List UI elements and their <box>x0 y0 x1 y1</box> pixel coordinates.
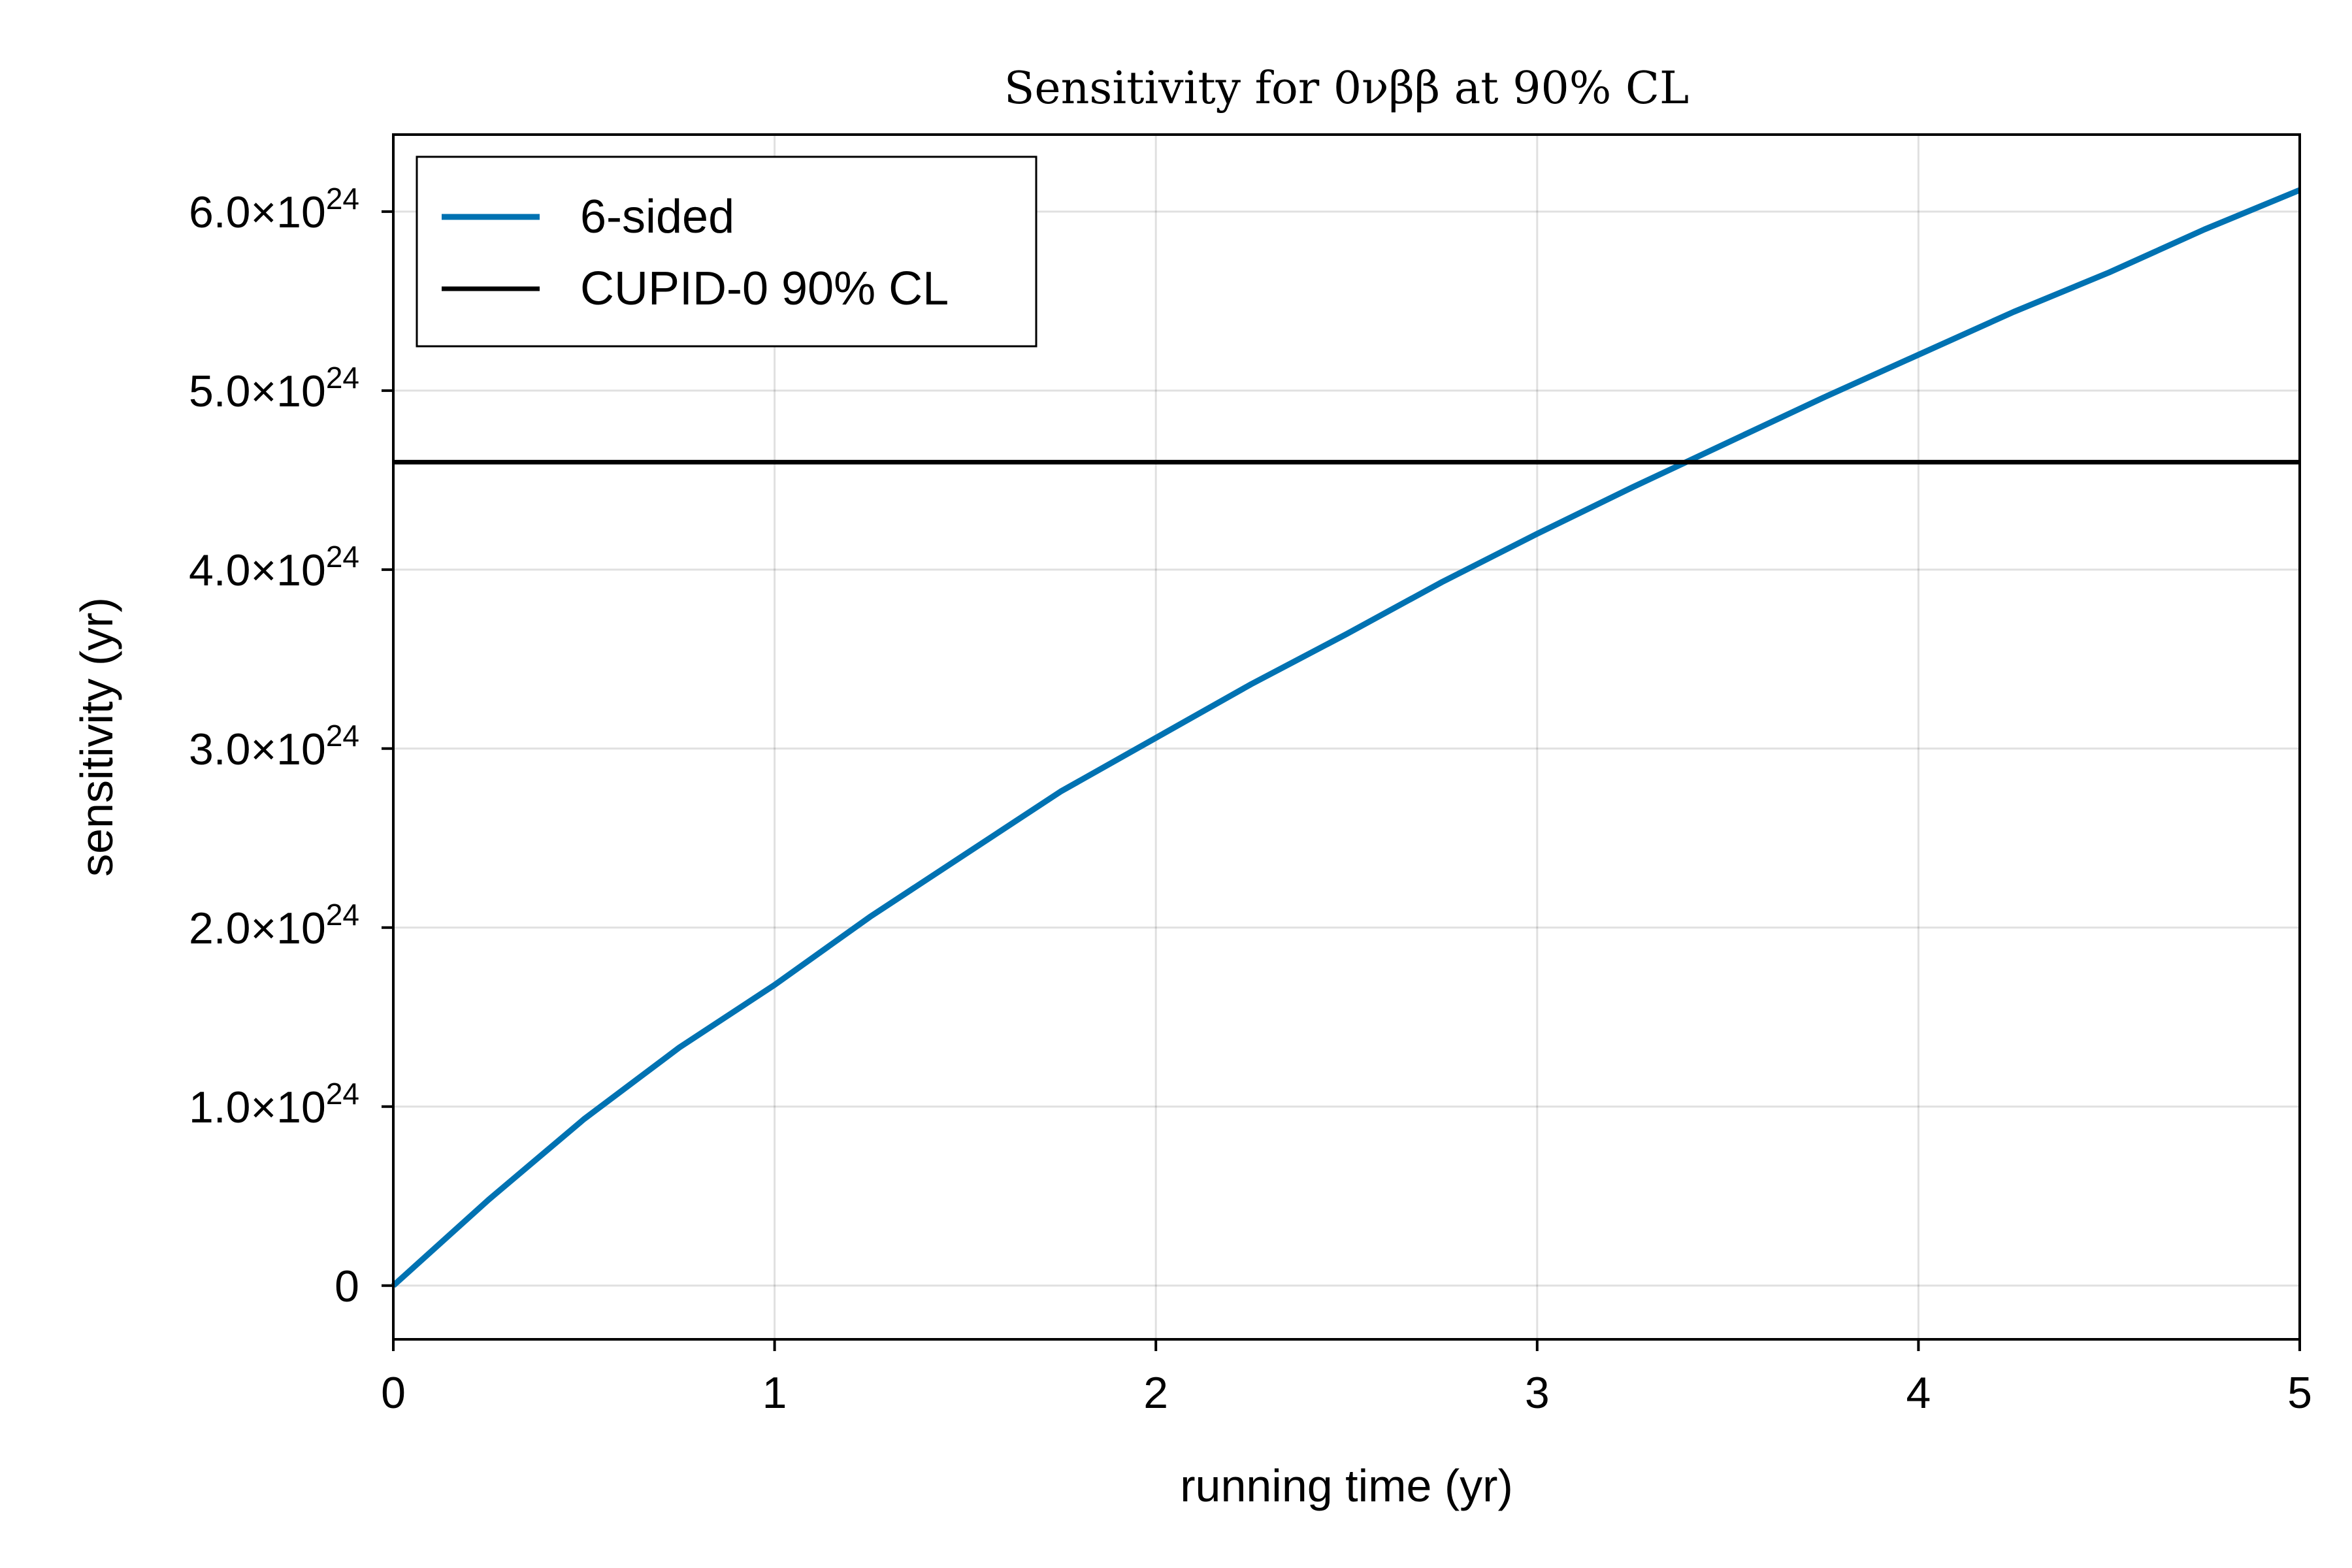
legend-label-cupid-0: CUPID-0 90% CL <box>580 263 949 315</box>
y-tick-label-3: 3.0×1024 <box>189 719 359 774</box>
y-tick-label-2: 2.0×1024 <box>189 898 359 953</box>
plot-frame <box>392 133 2301 1341</box>
series-lines <box>391 187 2301 1288</box>
y-axis-label: sensitivity (yr) <box>71 597 122 877</box>
x-axis-label: running time (yr) <box>1180 1460 1513 1511</box>
x-tick-label-1: 1 <box>762 1368 787 1418</box>
x-tick-label-2: 2 <box>1143 1368 1168 1418</box>
y-tick-exponent-2: 24 <box>326 898 359 932</box>
y-tick-exponent-4: 24 <box>326 540 359 574</box>
x-tick-label-5: 5 <box>2287 1368 2312 1418</box>
axis-ticks: 0 1 2 3 4 501.0×10242.0×10243.0×10244.0×10245… <box>189 182 2312 1418</box>
y-tick-exponent-6: 24 <box>326 182 359 216</box>
legend: 6-sided CUPID-0 90% CL <box>416 155 1037 348</box>
y-tick-exponent-1: 24 <box>326 1077 359 1111</box>
legend-label-6-sided: 6-sided <box>580 191 734 243</box>
x-tick-label-0: 0 <box>381 1368 406 1418</box>
y-tick-label-0: 0 <box>335 1262 359 1311</box>
x-tick-label-3: 3 <box>1525 1368 1550 1418</box>
series-line-0 <box>391 187 2301 1288</box>
y-tick-exponent-3: 24 <box>326 719 359 753</box>
y-tick-exponent-5: 24 <box>326 361 359 395</box>
chart-title: Sensitivity for 0νββ at 90% CL <box>1004 63 1689 114</box>
legend-box <box>416 155 1037 348</box>
x-tick-label-4: 4 <box>1906 1368 1931 1418</box>
